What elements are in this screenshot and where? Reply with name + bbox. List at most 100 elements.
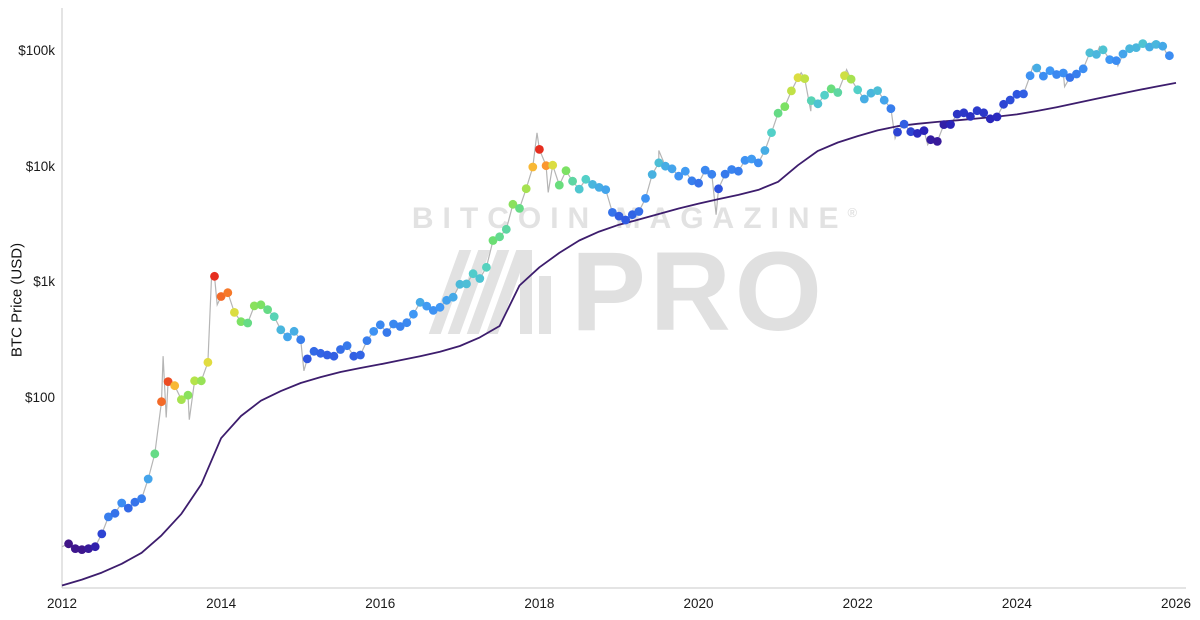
price-dot[interactable] [608,208,617,217]
price-dot[interactable] [402,318,412,328]
price-dot[interactable] [601,185,611,195]
price-dot[interactable] [707,169,717,179]
price-dot[interactable] [177,395,186,404]
price-dot[interactable] [919,126,929,135]
price-dot[interactable] [853,85,863,95]
price-dot[interactable] [1032,63,1042,73]
price-dot[interactable] [972,106,982,116]
price-dot[interactable] [554,180,564,190]
price-dot[interactable] [654,158,664,168]
price-dot[interactable] [375,320,385,330]
price-dot[interactable] [1138,39,1148,48]
price-dot[interactable] [647,170,657,179]
price-dot[interactable] [780,102,790,111]
price-dot[interactable] [734,166,743,176]
price-dot[interactable] [535,145,544,154]
price-dot[interactable] [528,162,538,172]
price-dot[interactable] [820,90,829,100]
price-dot[interactable] [508,199,518,209]
price-dot[interactable] [926,135,936,145]
price-dot[interactable] [269,312,279,321]
price-dot[interactable] [488,236,498,245]
price-dot[interactable] [462,279,471,289]
price-dot[interactable] [336,345,345,354]
price-dot[interactable] [110,508,120,518]
price-dot[interactable] [767,128,776,138]
price-dot[interactable] [1025,71,1035,81]
price-dot[interactable] [316,348,325,358]
price-dot[interactable] [90,542,100,552]
price-dot[interactable] [1085,48,1095,58]
price-dot[interactable] [1118,49,1128,59]
price-dot[interactable] [959,108,969,118]
price-dot[interactable] [1105,55,1115,64]
price-dot[interactable] [84,544,93,553]
price-dot[interactable] [1145,42,1154,52]
price-dot[interactable] [210,271,219,281]
price-dot[interactable] [322,350,332,360]
price-dot[interactable] [263,305,272,314]
price-dot[interactable] [932,137,942,146]
price-dot[interactable] [382,328,392,337]
price-dot[interactable] [137,494,147,504]
price-dot[interactable] [793,73,803,83]
price-dot[interactable] [588,180,597,189]
price-dot[interactable] [1078,64,1088,74]
price-dot[interactable] [1131,43,1141,52]
price-dot[interactable] [806,96,816,105]
price-dot[interactable] [621,215,630,225]
price-dot[interactable] [190,376,200,386]
price-dot[interactable] [873,86,882,95]
price-dot[interactable] [329,351,339,361]
price-dot[interactable] [985,114,995,124]
price-dot[interactable] [521,184,531,194]
price-dot[interactable] [548,160,558,170]
price-dot[interactable] [680,166,690,176]
price-dot[interactable] [475,274,485,283]
price-dot[interactable] [415,297,425,307]
price-dot[interactable] [846,74,856,84]
price-dot[interactable] [183,390,193,400]
price-dot[interactable] [787,86,796,96]
price-dot[interactable] [720,169,730,179]
price-dot[interactable] [117,498,127,508]
price-dot[interactable] [946,120,955,129]
price-dot[interactable] [389,319,398,329]
price-dot[interactable] [64,539,73,549]
price-dot[interactable] [813,99,823,109]
price-dot[interactable] [561,166,571,176]
price-dot[interactable] [1045,66,1055,76]
price-dot[interactable] [800,74,810,83]
price-dot[interactable] [143,474,153,484]
price-dot[interactable] [866,88,876,98]
price-dot[interactable] [342,341,352,351]
price-dot[interactable] [495,232,504,242]
price-dot[interactable] [1005,95,1015,105]
price-dot[interactable] [1158,41,1168,51]
price-dot[interactable] [223,288,233,298]
price-dot[interactable] [541,161,551,171]
price-dot[interactable] [1092,50,1101,59]
price-dot[interactable] [952,109,962,119]
price-dot[interactable] [369,327,379,336]
price-dot[interactable] [674,171,684,181]
price-dot[interactable] [409,309,418,319]
price-dot[interactable] [667,164,677,174]
price-dot[interactable] [123,503,133,513]
price-dot[interactable] [694,178,703,188]
price-dot[interactable] [150,449,160,459]
price-dot[interactable] [236,317,246,326]
price-dot[interactable] [243,318,253,328]
price-dot[interactable] [714,184,723,194]
price-dot[interactable] [661,161,670,171]
price-dot[interactable] [1165,51,1174,61]
price-dot[interactable] [826,84,836,94]
price-dot[interactable] [700,165,710,175]
price-dot[interactable] [859,94,869,104]
price-dot[interactable] [296,335,306,345]
price-dot[interactable] [1052,70,1061,79]
price-dot[interactable] [501,224,511,234]
price-dot[interactable] [302,354,312,364]
price-dot[interactable] [886,104,896,113]
